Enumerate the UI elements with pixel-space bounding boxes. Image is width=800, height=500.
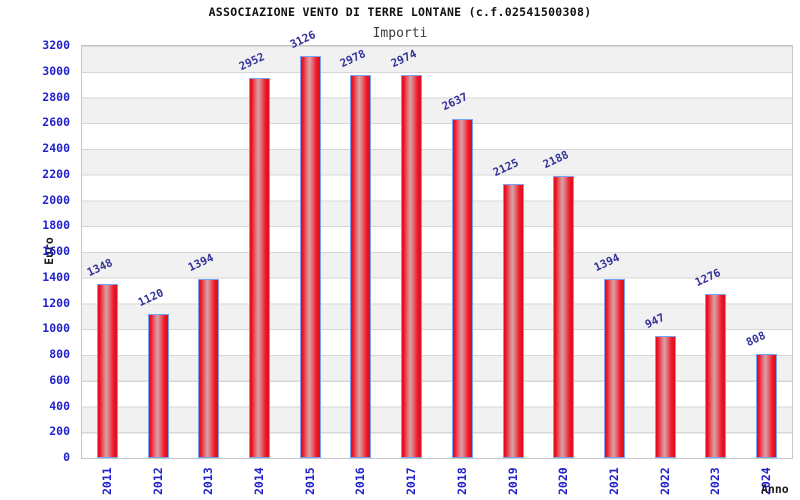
y-tick-label: 0 xyxy=(63,450,70,464)
x-tick-label-2023: 2023 xyxy=(708,467,723,495)
y-tick-label: 2600 xyxy=(42,115,70,130)
bar-2017 xyxy=(401,75,423,458)
x-axis-title: Anno xyxy=(761,482,789,496)
bar-2013 xyxy=(198,278,220,458)
bar-value-label: 1348 xyxy=(84,256,115,280)
bar-value-label: 2125 xyxy=(490,156,521,180)
y-tick-label: 200 xyxy=(49,424,70,439)
y-tick-label: 3000 xyxy=(42,63,70,78)
y-tick-label: 1800 xyxy=(42,218,70,233)
bar-2024 xyxy=(756,353,778,458)
bar-value-label: 1394 xyxy=(186,250,216,274)
x-tick-label-2019: 2019 xyxy=(505,467,520,495)
y-tick-label: 2400 xyxy=(42,141,70,155)
bar-2023 xyxy=(705,293,727,458)
x-tick-label-2018: 2018 xyxy=(454,467,469,495)
bar-value-label: 2952 xyxy=(237,50,267,74)
y-tick-label: 1600 xyxy=(42,244,70,258)
y-tick-label: 2200 xyxy=(42,166,70,181)
y-tick-label: 2800 xyxy=(42,89,70,104)
x-tick-label-2021: 2021 xyxy=(607,467,621,495)
bar-value-label: 2974 xyxy=(389,47,419,71)
bar-2015 xyxy=(299,55,321,458)
bar-2022 xyxy=(654,336,676,458)
x-tick-label-2011: 2011 xyxy=(99,467,114,495)
bar-value-label: 1394 xyxy=(592,250,622,274)
y-tick-label: 400 xyxy=(49,398,70,413)
y-tick-label: 600 xyxy=(49,372,70,387)
bar-value-label: 1120 xyxy=(135,285,166,309)
chart-title: ASSOCIAZIONE VENTO DI TERRE LONTANE (c.f… xyxy=(208,5,592,19)
y-tick-label: 1000 xyxy=(42,321,70,336)
bar-value-label: 2188 xyxy=(541,148,571,172)
y-tick-label: 800 xyxy=(49,347,70,361)
plot-area: 1348 1120 1394 2952 3126 2978 2974 2637 2125 2188… xyxy=(81,28,793,459)
bar-2016 xyxy=(350,74,372,458)
bar-2011 xyxy=(96,284,118,458)
x-tick-label-2020: 2020 xyxy=(556,467,571,495)
bar-2014 xyxy=(249,77,270,458)
y-tick-label: 2000 xyxy=(42,192,70,207)
bar-2021 xyxy=(604,278,625,458)
x-tick-label-2022: 2022 xyxy=(657,467,672,495)
bar-value-label: 947 xyxy=(642,310,667,332)
x-tick-label-2016: 2016 xyxy=(353,467,368,495)
x-tick-label-2015: 2015 xyxy=(302,467,317,495)
bar-2012 xyxy=(147,313,169,458)
x-tick-label-2012: 2012 xyxy=(150,467,165,495)
bar-value-label: 808 xyxy=(744,328,768,350)
y-tick-label: 1400 xyxy=(42,269,70,284)
y-tick-label: 3200 xyxy=(42,38,70,52)
bar-value-label: 1276 xyxy=(693,265,724,289)
x-tick-label-2017: 2017 xyxy=(404,467,419,495)
x-tick-label-2013: 2013 xyxy=(201,467,216,495)
x-tick-label-2014: 2014 xyxy=(252,467,266,495)
bar-2020 xyxy=(553,176,575,458)
bar-2018 xyxy=(451,118,473,458)
bar-value-label: 2637 xyxy=(439,90,470,114)
chart-subtitle: Importi xyxy=(372,26,428,41)
bar-2019 xyxy=(502,184,524,458)
bar-value-label: 2978 xyxy=(338,46,369,70)
y-tick-label: 1200 xyxy=(42,295,70,310)
